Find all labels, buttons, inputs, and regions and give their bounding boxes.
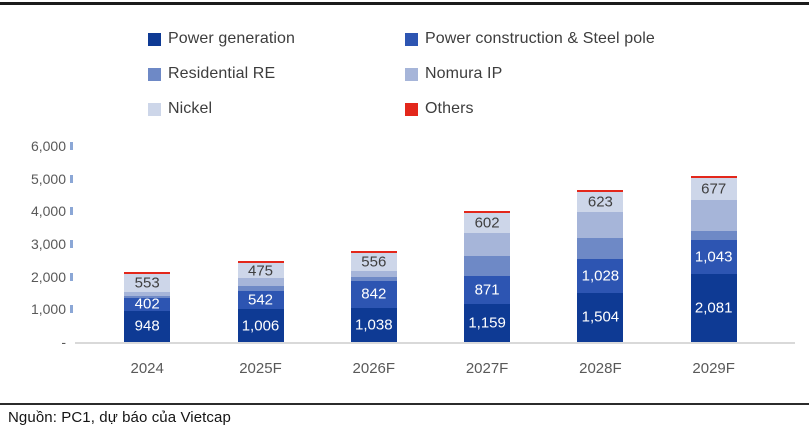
y-axis-tick-mark: [70, 272, 73, 281]
legend-label: Nickel: [168, 100, 213, 117]
legend-label: Others: [425, 100, 474, 117]
bar-segment-value-label: 2,081: [694, 299, 733, 317]
bar-segment-value-label: 475: [247, 262, 274, 280]
footer-divider-line: [0, 403, 809, 405]
bar-segment: [464, 233, 511, 256]
bar-segment: 556: [350, 253, 397, 272]
bar-segment: [464, 255, 511, 276]
x-axis-category-label: 2024: [130, 360, 164, 377]
bar-segment: 2,081: [690, 273, 737, 342]
bar-segment-value-label: 602: [474, 214, 500, 232]
legend-swatch-icon: [405, 102, 418, 116]
legend-label: Power construction & Steel pole: [425, 30, 655, 47]
bar-segment: 402: [124, 295, 171, 313]
bar-segment: [237, 260, 284, 263]
top-border-line: [0, 2, 809, 5]
x-axis-category-label: 2025F: [239, 360, 282, 377]
y-axis-tick-mark: [70, 207, 73, 216]
legend-swatch-icon: [148, 67, 161, 81]
legend-swatch-icon: [405, 67, 418, 81]
legend-item: Nickel: [148, 100, 213, 117]
bar-segment: [350, 277, 397, 281]
bar-segment: 842: [350, 280, 397, 309]
x-axis-category-label: 2027F: [465, 360, 509, 377]
bar-segment-value-label: 402: [134, 295, 160, 313]
bar-segment: [577, 212, 624, 238]
bar-segment-value-label: 948: [134, 317, 160, 335]
bar-segment: [124, 291, 171, 296]
bar-segment: 475: [237, 262, 284, 280]
y-axis-tick-label: 3,000: [30, 235, 66, 252]
bar-segment: 623: [577, 192, 624, 213]
bar-segment: [690, 200, 737, 231]
y-axis-tick-mark: [70, 141, 73, 150]
bar-segment: 1,028: [577, 259, 624, 293]
legend-item: Residential RE: [148, 65, 276, 82]
bar-segment-value-label: 1,038: [355, 316, 393, 334]
bar-segment: 1,038: [350, 308, 397, 342]
bar-segment: [350, 271, 397, 278]
bar-segment: [124, 271, 171, 274]
legend-label: Residential RE: [168, 65, 276, 82]
bar-segment-value-label: 1,043: [694, 248, 733, 266]
bar-segment: 677: [690, 178, 737, 201]
bar-segment: 602: [464, 213, 511, 234]
legend-label: Nomura IP: [425, 65, 503, 82]
legend-item: Others: [405, 100, 474, 117]
x-axis-baseline: [75, 342, 795, 344]
bar-segment: 1,159: [464, 304, 511, 342]
bar-segment-value-label: 542: [247, 291, 274, 309]
legend-item: Nomura IP: [405, 65, 503, 82]
bar-segment: [690, 176, 737, 179]
bar-segment: 542: [237, 291, 284, 310]
bar-segment-value-label: 677: [701, 180, 727, 198]
bar-segment: 1,504: [577, 292, 624, 342]
bar-segment-value-label: 623: [587, 193, 613, 211]
y-axis-tick-mark: [70, 305, 73, 314]
legend-swatch-icon: [148, 32, 161, 46]
legend-swatch-icon: [405, 32, 418, 46]
bar-segment: [690, 230, 737, 240]
y-axis-tick-label: 2,000: [30, 268, 66, 285]
legend-item: Power construction & Steel pole: [405, 30, 655, 47]
bar-segment: 948: [124, 311, 171, 342]
bar-segment-value-label: 1,504: [581, 308, 620, 326]
bar-segment: [237, 285, 284, 292]
bar-segment: [577, 190, 624, 193]
bar-segment-value-label: 553: [134, 274, 160, 292]
bar-segment: [124, 295, 171, 298]
x-axis-category-label: 2028F: [579, 360, 622, 377]
y-axis-tick-label: -: [61, 334, 66, 350]
bar-segment-value-label: 1,006: [241, 317, 280, 335]
bar-segment: 553: [124, 273, 171, 292]
x-axis-category-label: 2029F: [692, 360, 735, 377]
y-axis-tick-label: 5,000: [30, 170, 66, 187]
bar-segment: [577, 237, 624, 260]
bar-segment: [464, 211, 511, 214]
bar-segment-value-label: 556: [361, 253, 387, 271]
bar-segment-value-label: 1,159: [468, 314, 506, 332]
legend-label: Power generation: [168, 30, 296, 47]
y-axis-tick-mark: [70, 174, 73, 183]
bar-segment: [350, 251, 397, 254]
bar-segment-value-label: 842: [361, 285, 387, 303]
y-axis-tick-label: 6,000: [30, 137, 66, 154]
legend-swatch-icon: [148, 102, 161, 116]
source-note: Nguồn: PC1, dự báo của Vietcap: [8, 409, 231, 426]
bar-segment-value-label: 871: [474, 281, 500, 299]
bar-segment-value-label: 1,028: [581, 267, 620, 285]
bar-segment: 1,006: [237, 309, 284, 342]
x-axis-category-label: 2026F: [352, 360, 396, 377]
legend-item: Power generation: [148, 30, 296, 47]
y-axis-tick-mark: [70, 239, 73, 248]
bar-segment: 871: [464, 275, 511, 305]
y-axis-tick-label: 4,000: [30, 203, 66, 220]
bar-segment: [237, 278, 284, 286]
bar-segment: 1,043: [690, 239, 737, 274]
y-axis-tick-label: 1,000: [30, 301, 66, 318]
